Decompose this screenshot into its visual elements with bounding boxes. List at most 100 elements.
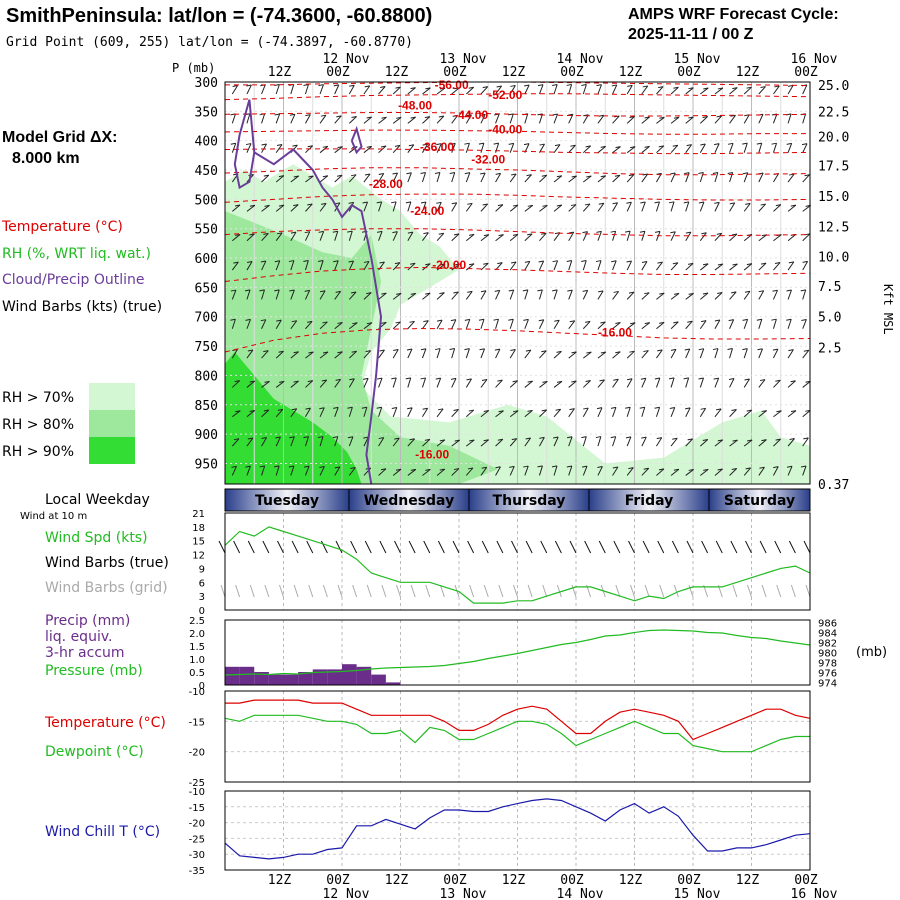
wind-barb	[304, 231, 311, 241]
wind-barb-flag	[670, 348, 677, 351]
wind-barb-flag	[615, 146, 621, 149]
temperature-tick: -20	[189, 748, 205, 759]
wind-barb-flag	[760, 262, 767, 265]
wind-barb-flag	[317, 436, 324, 439]
wind-barb-flag	[630, 146, 636, 149]
height-tick: 20.0	[818, 131, 849, 146]
wind-barb-flag	[376, 406, 382, 409]
wind-barb-flag	[790, 380, 796, 383]
wind-barb	[641, 292, 650, 300]
pressure-tick: 400	[195, 135, 218, 150]
wind-barb	[378, 377, 383, 388]
surface-grid-barb	[483, 584, 489, 598]
wind-barb	[539, 143, 545, 153]
bottom-time-tick: 00Z	[794, 873, 818, 888]
wind-barb-flag	[729, 202, 735, 205]
dewpoint-panel-label: Dewpoint (°C)	[45, 744, 144, 760]
wind-barb-flag	[659, 321, 665, 324]
temperature-label: -40.00	[488, 123, 522, 137]
wind-barb-flag	[249, 204, 255, 207]
wind-barb	[802, 174, 810, 183]
wind-barb	[685, 116, 694, 124]
top-time-tick: 00Z	[326, 65, 350, 80]
wind-barb	[246, 437, 254, 447]
wind-barb	[729, 172, 734, 183]
wind-barb	[656, 437, 663, 447]
wind-barb-flag	[582, 289, 588, 292]
wind-barb-flag	[436, 143, 442, 146]
wind-barb-flag	[263, 232, 269, 235]
wind-barb-flag	[598, 290, 604, 293]
wind-barb-flag	[497, 379, 503, 382]
surface-grid-barb	[527, 584, 533, 598]
wind-barb-flag	[351, 115, 357, 118]
wind-barb-flag	[320, 290, 326, 293]
temperature-isotherm	[224, 112, 811, 117]
wind-barb-flag	[712, 348, 719, 351]
chart-title: SmithPeninsula: lat/lon = (-74.3600, -60…	[6, 5, 432, 27]
wind-barb-flag	[264, 380, 270, 383]
wind-barb	[392, 292, 402, 300]
wind-barb-flag	[391, 377, 397, 380]
top-time-tick: 12Z	[736, 65, 760, 80]
wind-barb-flag	[541, 174, 547, 177]
surface-grid-barb	[425, 584, 431, 598]
wind-barb	[495, 379, 503, 388]
wind-barb	[743, 114, 750, 124]
wind-barb	[231, 380, 240, 388]
wind-barb	[699, 232, 707, 242]
cycle-value: 2025-11-11 / 00 Z	[628, 26, 754, 43]
wind-barb	[714, 408, 722, 418]
pressure-tick: 450	[195, 164, 218, 179]
wind-barb	[231, 319, 236, 329]
wind-speed-tick: 9	[199, 564, 205, 575]
wind-barb-flag	[392, 172, 398, 175]
precip-label-2: liq. equiv.	[45, 629, 112, 645]
wind-barb	[378, 468, 387, 476]
wind-barb	[275, 409, 284, 418]
height-tick: 10.0	[818, 250, 849, 265]
top-time-tick: 00Z	[677, 65, 701, 80]
height-tick: 15.0	[818, 190, 849, 205]
wind-barb	[787, 85, 794, 95]
wind-barb	[305, 407, 311, 418]
surface-wind-barb	[452, 540, 460, 554]
wind-barb-flag	[420, 201, 427, 204]
wind-barb-flag	[381, 321, 387, 324]
wind-barb-flag	[745, 467, 751, 470]
wind-barb-flag	[541, 409, 547, 412]
wind-barb-flag	[232, 85, 238, 88]
wind-barb-flag	[450, 142, 456, 145]
wind-barb	[392, 262, 401, 271]
wind-barb	[465, 203, 473, 212]
wind-barb	[655, 407, 661, 417]
wind-barb-flag	[425, 87, 431, 90]
wind-barb	[290, 289, 295, 300]
wind-barb	[363, 146, 373, 154]
wind-barb-flag	[596, 84, 602, 87]
wind-barb-flag	[381, 292, 387, 295]
wind-barb	[451, 202, 458, 212]
wind-barb-flag	[260, 260, 266, 263]
wind-barb-flag	[407, 407, 413, 410]
top-date-label: 12 Nov	[323, 52, 370, 67]
pressure-line	[224, 629, 811, 676]
wind-barb	[334, 351, 343, 359]
wind-barb-flag	[684, 172, 690, 175]
wind-barb-flag	[731, 291, 737, 294]
wind-barb-flag	[259, 465, 265, 468]
wind-barb-flag	[745, 202, 751, 205]
wind-barb-flag	[742, 172, 748, 175]
wind-barb	[232, 410, 241, 418]
wind-barb	[802, 349, 810, 359]
wind-barb	[451, 233, 460, 242]
wind-barb	[699, 320, 707, 330]
wind-barb	[582, 465, 588, 476]
wind-barb-flag	[629, 116, 635, 119]
wind-barb-flag	[568, 231, 574, 234]
precip-bar	[254, 672, 269, 685]
wind-barb	[319, 407, 325, 417]
wind-barb	[670, 377, 675, 388]
weekday-label: Wednesday	[364, 493, 454, 509]
wind-barb-flag	[716, 115, 722, 118]
